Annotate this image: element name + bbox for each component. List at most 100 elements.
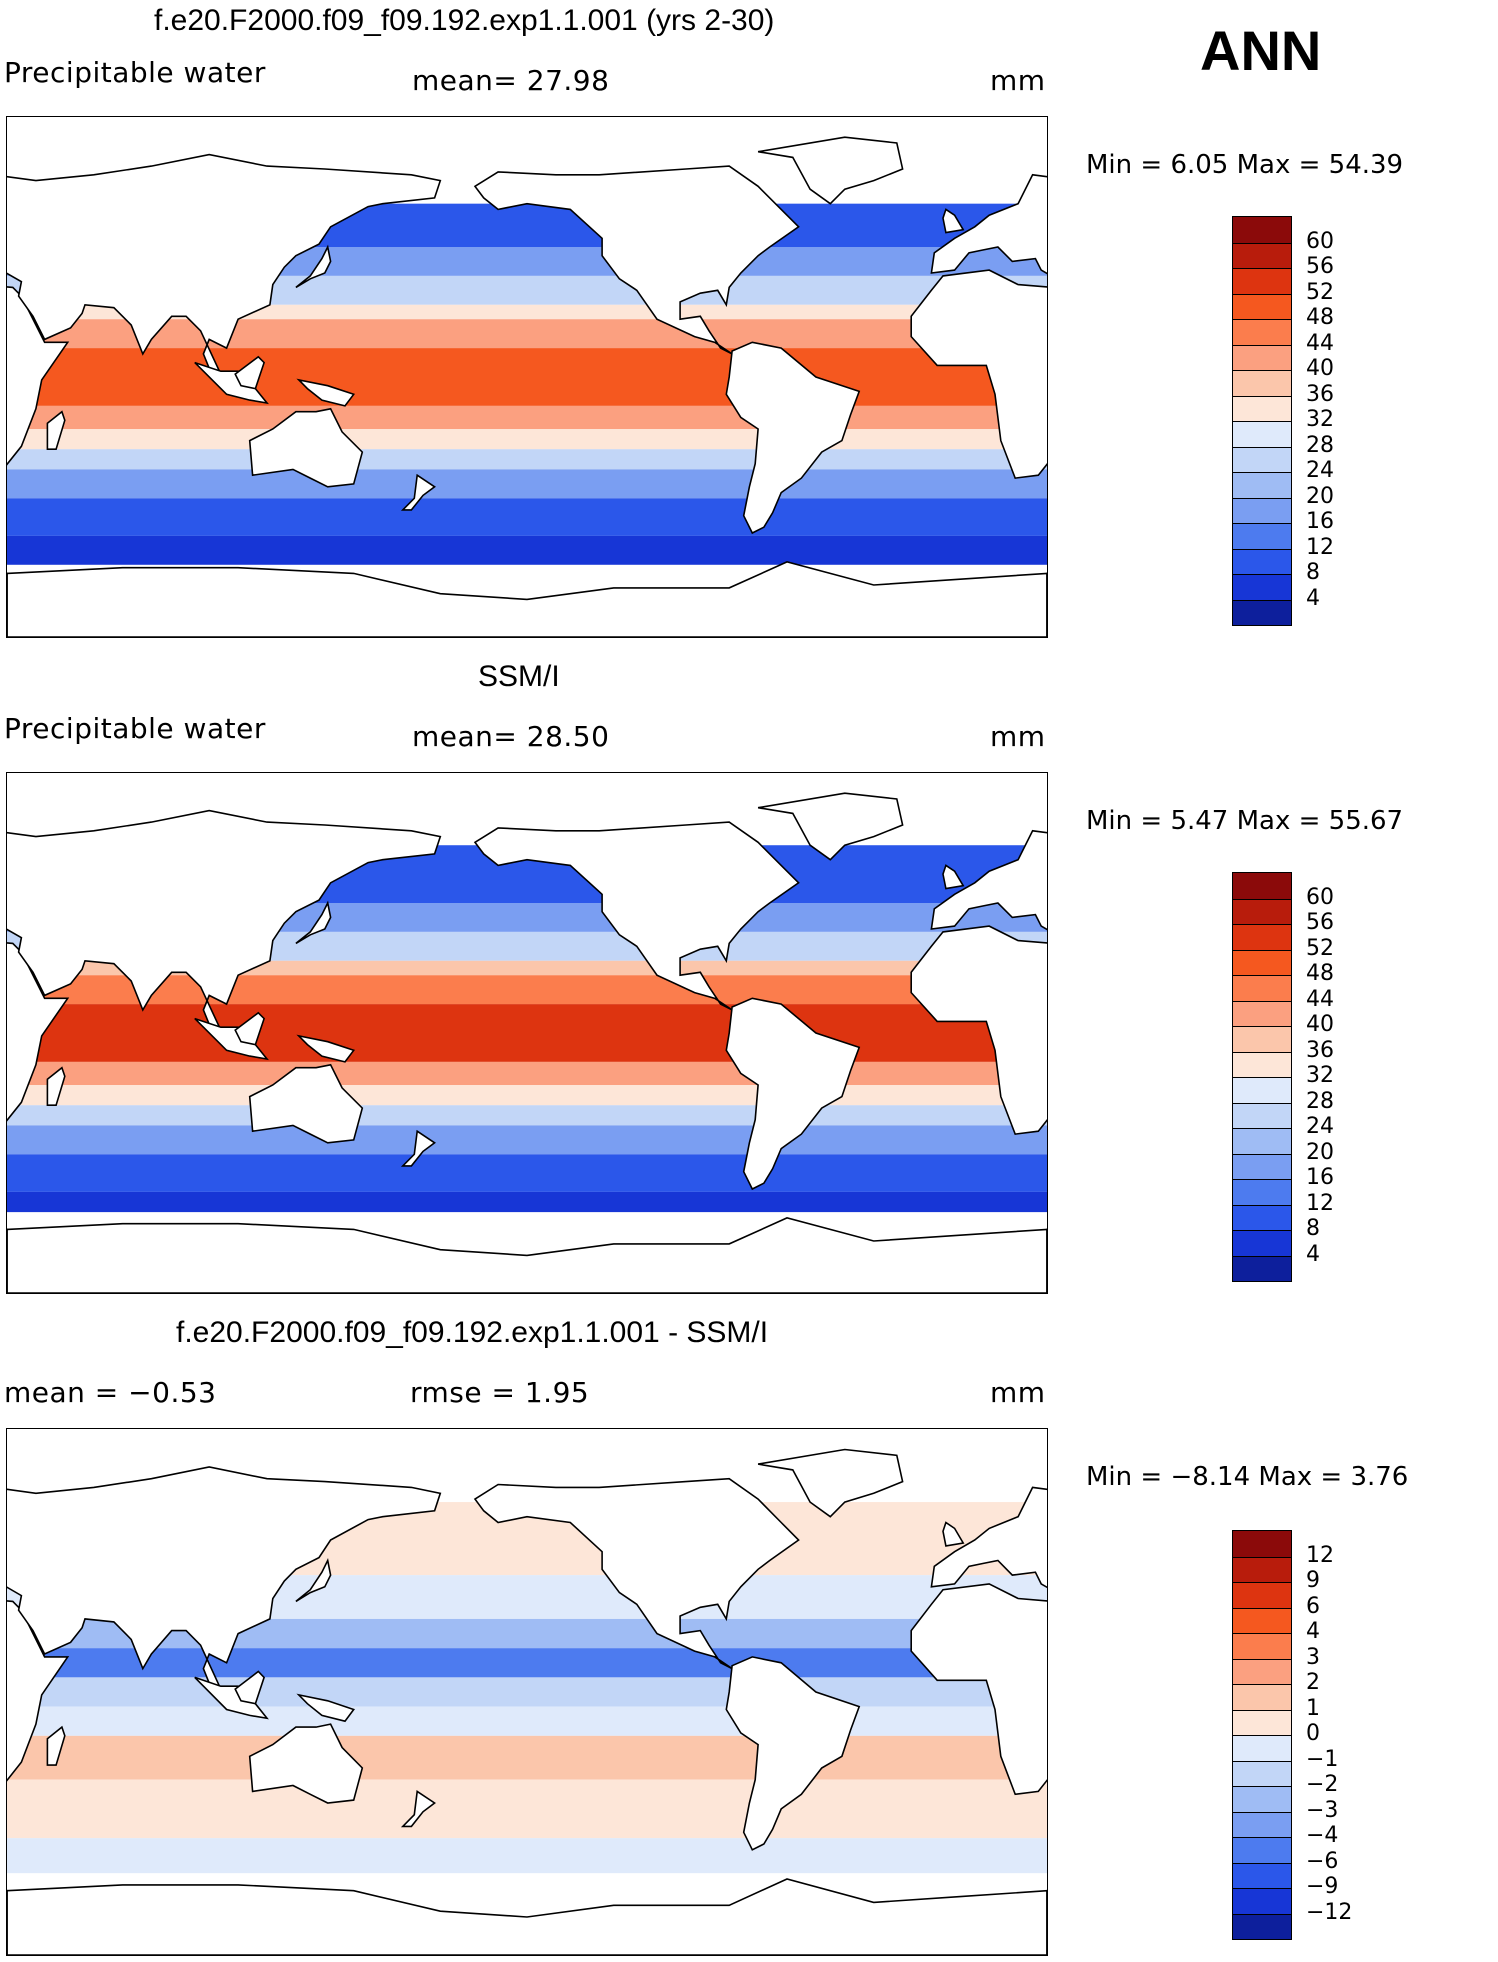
land-eurasia	[930, 173, 1047, 275]
colorbar-tick-label: 4	[1306, 585, 1320, 611]
contour-band	[7, 1779, 1047, 1839]
colorbar-tick-label: 36	[1306, 381, 1334, 407]
colorbar-swatch	[1233, 370, 1291, 396]
land-japan	[295, 244, 332, 289]
colorbar-tick-label: 12	[1306, 534, 1334, 560]
colorbar-swatch	[1233, 1556, 1291, 1582]
colorbar-swatch	[1233, 1128, 1291, 1154]
contour-band	[7, 469, 1047, 499]
contour-band	[7, 1191, 1047, 1213]
colorbar-tick-label: 56	[1306, 910, 1334, 935]
panel-3-map	[6, 1428, 1048, 1956]
colorbar-tick-label: 16	[1306, 1165, 1334, 1190]
land-antarctica	[7, 1217, 1047, 1293]
colorbar-tick-label: −2	[1306, 1772, 1339, 1797]
land-africa	[910, 925, 1047, 1135]
contour-band	[7, 1706, 1047, 1736]
contour-band	[7, 960, 1047, 976]
colorbar-swatch	[1233, 1204, 1291, 1230]
colorbar-tick-label: 48	[1306, 305, 1334, 330]
contour-band	[7, 1004, 1047, 1062]
colorbar-swatch	[1233, 949, 1291, 975]
contour-band	[7, 975, 1047, 1005]
colorbar-tick-label: 28	[1306, 432, 1334, 458]
colorbar-swatch	[1233, 574, 1291, 600]
colorbar-tick-label: 60	[1306, 884, 1334, 910]
colorbar-tick-label: 0	[1306, 1721, 1320, 1746]
colorbar-swatch	[1233, 319, 1291, 345]
panel-3-rmse-label: rmse = 1.95	[410, 1376, 590, 1409]
colorbar-swatch	[1233, 599, 1291, 625]
colorbar-tick-label: 24	[1306, 1114, 1334, 1139]
colorbar-tick-label: −9	[1306, 1874, 1339, 1899]
panel-3-map-svg	[7, 1448, 1047, 1955]
land-uk	[942, 864, 965, 890]
contour-band	[7, 1648, 1047, 1678]
land-uk	[942, 208, 965, 234]
colorbar-tick-label: −1	[1306, 1746, 1339, 1772]
land-newguinea	[296, 378, 356, 407]
colorbar-tick-label: 12	[1306, 1542, 1334, 1568]
colorbar-tick-label: 8	[1306, 560, 1320, 585]
land-northamerica	[473, 165, 800, 355]
land-newzealand	[400, 473, 436, 511]
colorbar-swatch	[1233, 1255, 1291, 1281]
land-australia	[248, 1063, 364, 1144]
colorbar-tick-label: 6	[1306, 1593, 1320, 1619]
colorbar-swatch	[1233, 1888, 1291, 1914]
land-africa	[910, 1583, 1047, 1796]
colorbar-swatch	[1233, 1709, 1291, 1735]
colorbar-tick-label: 4	[1306, 1619, 1320, 1644]
land-africa	[7, 942, 70, 1122]
panel-1-colorbar	[1232, 216, 1292, 626]
land-southamerica	[725, 341, 861, 535]
land-northamerica	[473, 821, 800, 1011]
contour-band	[7, 498, 1047, 536]
panel-2-title: SSM/I	[478, 660, 560, 693]
colorbar-tick-label: 8	[1306, 1216, 1320, 1241]
colorbar-swatch	[1233, 1811, 1291, 1837]
colorbar-tick-label: 20	[1306, 1139, 1334, 1165]
colorbar-swatch	[1233, 242, 1291, 268]
colorbar-swatch	[1233, 1153, 1291, 1179]
colorbar-swatch	[1233, 924, 1291, 950]
contour-band	[7, 535, 1047, 565]
panel-2-variable-label: Precipitable water	[4, 712, 266, 745]
land-southamerica	[725, 997, 861, 1191]
contour-band	[7, 1735, 1047, 1780]
colorbar-swatch	[1233, 395, 1291, 421]
colorbar-tick-label: 40	[1306, 1012, 1334, 1037]
panel-2-colorbar	[1232, 872, 1292, 1282]
colorbar-swatch	[1233, 1077, 1291, 1103]
colorbar-swatch	[1233, 1179, 1291, 1205]
colorbar-tick-label: 9	[1306, 1568, 1320, 1593]
contour-band	[7, 1677, 1047, 1707]
contour-band	[7, 429, 1047, 450]
colorbar-tick-label: 48	[1306, 961, 1334, 986]
land-eurasia	[7, 1466, 442, 1691]
contour-band	[7, 348, 1047, 406]
colorbar-tick-label: 3	[1306, 1644, 1320, 1670]
colorbar-swatch	[1233, 873, 1291, 899]
land-eurasia	[930, 829, 1047, 931]
land-newzealand	[400, 1129, 436, 1167]
colorbar-swatch	[1233, 1102, 1291, 1128]
colorbar-swatch	[1233, 268, 1291, 294]
land-borneo	[234, 355, 266, 390]
land-southamerica	[725, 1656, 861, 1851]
panel-2-units-label: mm	[990, 720, 1046, 753]
panel-2-map-svg	[7, 792, 1047, 1293]
panel-1-variable-label: Precipitable water	[4, 56, 266, 89]
contour-band	[7, 319, 1047, 349]
colorbar-swatch	[1233, 1837, 1291, 1863]
land-indonesia	[194, 361, 269, 405]
colorbar-tick-label: −12	[1306, 1899, 1353, 1925]
panel-2-minmax: Min = 5.47 Max = 55.67	[1086, 806, 1404, 836]
colorbar-tick-label: 24	[1306, 458, 1334, 483]
contour-band	[7, 405, 1047, 429]
contour-band	[7, 1085, 1047, 1106]
colorbar-swatch	[1233, 898, 1291, 924]
colorbar-tick-label: 56	[1306, 254, 1334, 279]
colorbar-swatch	[1233, 1607, 1291, 1633]
land-madagascar	[46, 410, 66, 450]
